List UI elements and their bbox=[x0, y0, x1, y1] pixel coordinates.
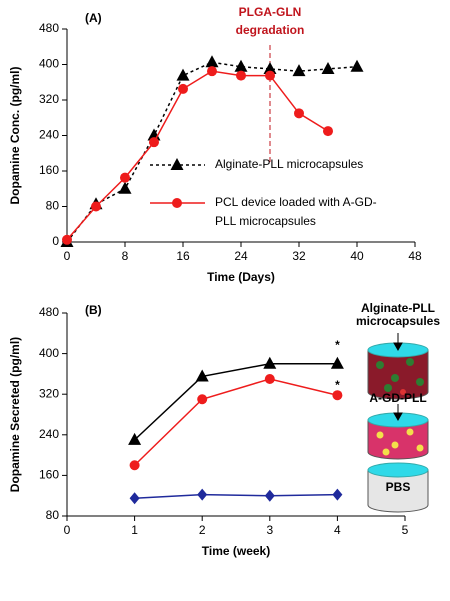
y-axis-label: Dopamine Conc. (pg/ml) bbox=[8, 66, 22, 204]
x-tick-label: 4 bbox=[334, 523, 341, 537]
marker bbox=[197, 488, 208, 501]
x-tick-label: 0 bbox=[64, 523, 71, 537]
marker bbox=[128, 432, 142, 445]
series-line bbox=[134, 363, 338, 441]
legend-label: PCL device loaded with A-GD-PLL microcap… bbox=[215, 195, 377, 228]
arrows bbox=[393, 333, 403, 422]
marker bbox=[321, 61, 335, 74]
marker bbox=[294, 108, 304, 119]
y-tick-label: 320 bbox=[39, 386, 59, 400]
marker bbox=[170, 158, 184, 170]
x-tick-label: 16 bbox=[176, 249, 190, 263]
marker bbox=[172, 198, 182, 208]
series-label: Alginate-PLL microcapsules bbox=[356, 301, 440, 328]
x-axis-label: Time (Days) bbox=[207, 270, 275, 284]
series-line bbox=[66, 70, 329, 241]
x-tick-label: 8 bbox=[122, 249, 129, 263]
y-tick-label: 80 bbox=[46, 199, 60, 213]
series-line bbox=[134, 378, 338, 466]
panel-label: (B) bbox=[85, 303, 102, 317]
panel-label: (A) bbox=[85, 11, 102, 25]
series-line bbox=[134, 493, 338, 499]
marker bbox=[236, 70, 246, 81]
significance-mark: * bbox=[335, 338, 340, 352]
x-tick-label: 5 bbox=[402, 523, 409, 537]
marker bbox=[350, 59, 364, 72]
marker bbox=[118, 181, 132, 194]
x-tick-label: 40 bbox=[350, 249, 364, 263]
series-line bbox=[66, 61, 358, 243]
marker bbox=[330, 356, 344, 369]
y-tick-label: 160 bbox=[39, 468, 59, 482]
x-tick-label: 3 bbox=[266, 523, 273, 537]
marker bbox=[264, 373, 275, 384]
marker bbox=[205, 55, 219, 68]
marker bbox=[62, 234, 72, 245]
marker bbox=[323, 126, 333, 137]
can-pbs bbox=[367, 462, 429, 513]
marker bbox=[195, 369, 209, 382]
y-tick-label: 400 bbox=[39, 346, 59, 360]
annotation-text: PLGA-GLN degradation bbox=[236, 5, 305, 37]
significance-mark: * bbox=[335, 378, 340, 392]
marker bbox=[332, 390, 343, 401]
marker bbox=[265, 70, 275, 81]
marker bbox=[207, 66, 217, 77]
x-tick-label: 2 bbox=[199, 523, 206, 537]
marker bbox=[129, 492, 140, 505]
legend-label: Alginate-PLL microcapsules bbox=[215, 157, 363, 171]
y-tick-label: 480 bbox=[39, 305, 59, 319]
y-tick-label: 320 bbox=[39, 92, 59, 106]
marker bbox=[91, 201, 101, 212]
x-tick-label: 32 bbox=[292, 249, 306, 263]
x-tick-label: 24 bbox=[234, 249, 248, 263]
y-tick-label: 240 bbox=[39, 427, 59, 441]
marker bbox=[176, 68, 190, 81]
y-tick-label: 400 bbox=[39, 57, 59, 71]
x-tick-label: 1 bbox=[131, 523, 138, 537]
marker bbox=[178, 83, 188, 94]
marker bbox=[263, 356, 277, 369]
x-axis-label: Time (week) bbox=[202, 544, 270, 558]
marker bbox=[292, 64, 306, 77]
marker bbox=[332, 488, 343, 501]
series-label: A-GD-PLL bbox=[369, 391, 426, 405]
y-tick-label: 160 bbox=[39, 163, 59, 177]
x-tick-label: 0 bbox=[64, 249, 71, 263]
x-tick-label: 48 bbox=[408, 249, 422, 263]
marker bbox=[197, 394, 208, 405]
y-tick-label: 240 bbox=[39, 128, 59, 142]
y-axis-label: Dopamine Secreted (pg/ml) bbox=[8, 337, 22, 492]
marker bbox=[264, 489, 275, 502]
marker bbox=[234, 59, 248, 72]
y-tick-label: 0 bbox=[52, 234, 59, 248]
y-tick-label: 480 bbox=[39, 21, 59, 35]
marker bbox=[129, 460, 140, 471]
marker bbox=[120, 172, 130, 183]
y-tick-label: 80 bbox=[46, 508, 60, 522]
series-label: PBS bbox=[386, 480, 411, 494]
marker bbox=[149, 137, 159, 148]
marker bbox=[263, 61, 277, 74]
